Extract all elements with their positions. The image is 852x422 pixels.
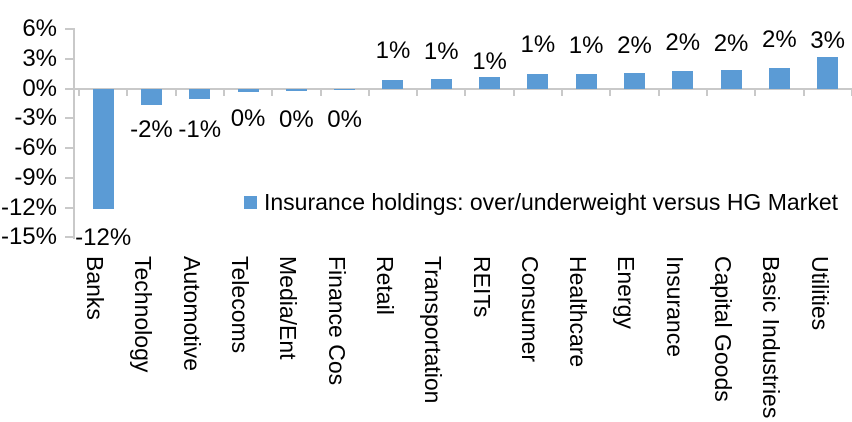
x-axis-tick (754, 89, 757, 96)
category-label: Capital Goods (710, 256, 737, 402)
category-label: Telecoms (227, 256, 254, 354)
bar-utilities (817, 57, 839, 89)
x-axis-line (73, 87, 852, 90)
bar-finance-cos (334, 88, 356, 90)
category-label: Energy (613, 256, 640, 329)
data-label: -12% (75, 223, 132, 251)
category-label: Media/Ent (275, 256, 302, 360)
category-label: Retail (371, 256, 398, 315)
x-axis-tick (850, 89, 852, 96)
bar-telecoms (237, 88, 259, 93)
category-label: Finance Cos (323, 256, 350, 386)
category-label: Utilities (806, 256, 833, 331)
bar-capital-goods (720, 70, 742, 89)
y-axis-tick (65, 57, 75, 60)
x-axis-tick (367, 89, 370, 96)
bar-energy (623, 72, 645, 89)
x-axis-tick (416, 89, 419, 96)
bar-retail (382, 80, 404, 89)
y-axis-line (73, 29, 75, 240)
y-axis-tick-label: 3% (22, 44, 57, 72)
data-label: 1% (472, 47, 507, 75)
category-label: Banks (82, 256, 109, 320)
y-axis-tick-label: -12% (0, 193, 57, 221)
bar-automotive (189, 88, 211, 100)
category-label: Transportation (420, 256, 447, 404)
x-axis-tick (609, 89, 612, 96)
legend-swatch-icon (244, 196, 257, 209)
data-label: -1% (178, 116, 222, 144)
x-axis-tick (705, 89, 708, 96)
bar-reits (479, 76, 501, 89)
data-label: 3% (810, 27, 845, 54)
y-axis-tick (65, 236, 75, 239)
data-label: 1% (375, 37, 411, 65)
data-label: 2% (665, 29, 701, 57)
y-axis-tick (65, 28, 75, 31)
y-axis-tick (65, 147, 75, 150)
category-label: Basic Industries (758, 256, 785, 419)
y-axis-tick-label: -6% (14, 134, 57, 162)
data-label: 1% (568, 32, 604, 60)
bar-healthcare (575, 74, 597, 89)
bar-media-ent (285, 88, 307, 92)
x-axis-tick (222, 89, 225, 96)
chart-legend: Insurance holdings: over/underweight ver… (244, 189, 838, 216)
category-label: REITs (468, 256, 495, 318)
data-label: 1% (423, 38, 459, 66)
y-axis-tick (65, 176, 75, 179)
x-axis-tick (319, 89, 322, 96)
data-label: 0% (327, 105, 362, 133)
y-axis-tick-label: -9% (14, 163, 57, 191)
x-axis-tick (512, 89, 515, 96)
data-label: 2% (617, 31, 652, 59)
data-label: 1% (520, 31, 556, 59)
bar-insurance (672, 71, 694, 89)
y-axis-tick-label: -15% (0, 223, 57, 251)
category-label: Consumer (516, 256, 543, 363)
bar-banks (92, 88, 114, 209)
bar-technology (140, 88, 162, 106)
data-label: -2% (130, 116, 173, 144)
y-axis-tick-label: -3% (14, 104, 57, 132)
bar-consumer (527, 74, 549, 89)
y-axis-tick (65, 117, 75, 120)
x-axis-tick (174, 89, 177, 96)
x-axis-tick (78, 89, 80, 96)
x-axis-tick (126, 89, 129, 96)
x-axis-tick (802, 89, 805, 96)
data-label: 0% (230, 105, 266, 133)
x-axis-tick (657, 89, 660, 96)
category-label: Automotive (178, 256, 205, 372)
bar-transportation (430, 79, 452, 89)
legend-series-label: Insurance holdings: over/underweight ver… (264, 189, 839, 215)
x-axis-tick (271, 89, 274, 96)
x-axis-tick (561, 89, 563, 96)
category-label: Insurance (661, 256, 688, 358)
bar-basic-industries (768, 67, 790, 89)
data-label: 2% (713, 30, 749, 58)
category-label: Technology (130, 256, 157, 373)
y-axis-tick-label: 0% (22, 74, 57, 102)
y-axis-tick (65, 87, 75, 90)
y-axis-tick (65, 206, 75, 209)
data-label: 0% (279, 106, 314, 134)
category-label: Healthcare (565, 256, 592, 368)
x-axis-tick (464, 89, 467, 96)
data-label: 2% (762, 25, 797, 53)
y-axis-tick-label: 6% (22, 15, 57, 43)
